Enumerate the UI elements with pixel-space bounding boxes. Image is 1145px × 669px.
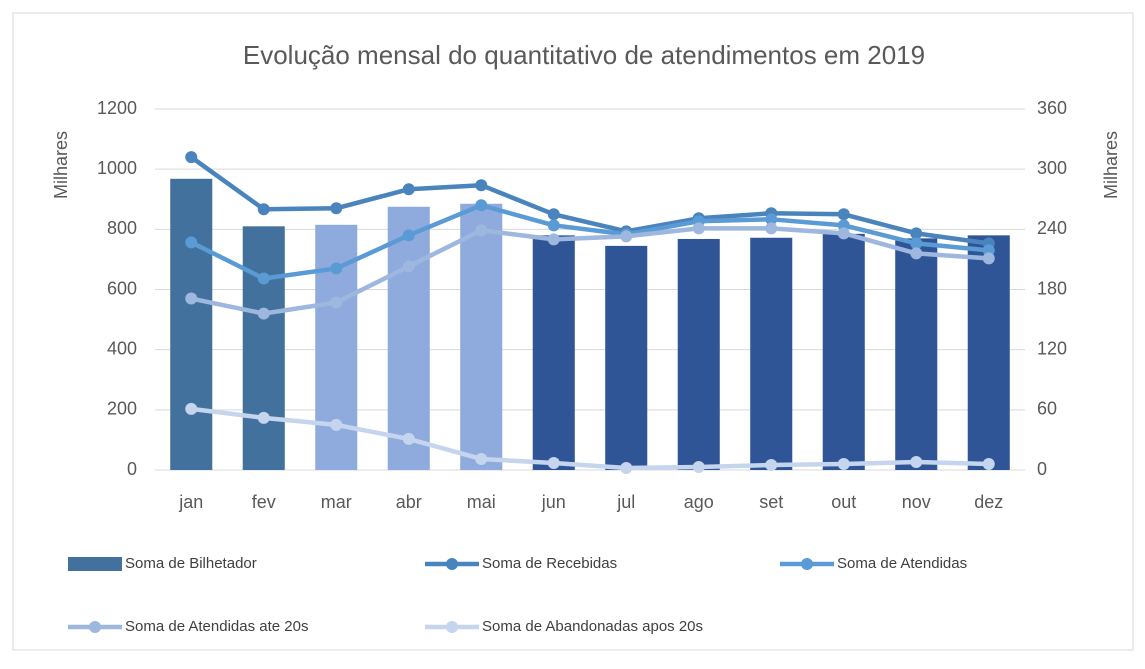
marker [547, 233, 560, 246]
x-tick-label: set [759, 492, 783, 512]
marker [185, 236, 198, 249]
marker [185, 292, 198, 305]
x-tick-label: mai [467, 492, 496, 512]
x-tick-label: jul [616, 492, 635, 512]
bar [170, 178, 213, 470]
legend-swatch [68, 557, 122, 571]
marker [330, 202, 343, 215]
x-tick-label: jun [541, 492, 566, 512]
marker [402, 432, 415, 445]
legend-marker [89, 621, 101, 633]
legend-label: Soma de Atendidas [837, 555, 967, 572]
bar [387, 206, 430, 471]
marker [185, 402, 198, 415]
line [190, 203, 989, 281]
x-tick-label: fev [252, 492, 276, 512]
y-tick-label: 200 [107, 399, 137, 419]
marker [910, 227, 923, 240]
marker [330, 296, 343, 309]
bar [822, 233, 865, 470]
marker [330, 262, 343, 275]
line [190, 226, 989, 316]
legend-label: Soma de Abandonadas apos 20s [482, 618, 703, 635]
marker [547, 219, 560, 232]
marker [257, 203, 270, 216]
marker [402, 229, 415, 242]
y2-tick-label: 300 [1037, 158, 1067, 178]
marker [620, 461, 633, 474]
y-tick-label: 0 [127, 459, 137, 479]
y2-axis-title: Milhares [1101, 131, 1121, 199]
marker [475, 224, 488, 237]
marker [330, 418, 343, 431]
x-tick-label: out [831, 492, 856, 512]
marker [402, 260, 415, 273]
x-tick-label: abr [396, 492, 422, 512]
legend-marker [446, 621, 458, 633]
marker [910, 237, 923, 250]
bar [605, 245, 648, 470]
marker [982, 252, 995, 265]
y-tick-label: 600 [107, 278, 137, 298]
y2-tick-label: 180 [1037, 278, 1067, 298]
bar [967, 235, 1010, 470]
y2-tick-label: 120 [1037, 338, 1067, 358]
marker [257, 411, 270, 424]
marker [475, 199, 488, 212]
marker [765, 213, 778, 226]
bar [895, 238, 938, 470]
y-axis-title: Milhares [51, 131, 71, 199]
legend-marker [446, 558, 458, 570]
bar [460, 203, 503, 470]
marker [837, 457, 850, 470]
marker [257, 307, 270, 320]
marker [692, 460, 705, 473]
marker [837, 227, 850, 240]
y-tick-label: 400 [107, 338, 137, 358]
marker [910, 247, 923, 260]
marker [765, 222, 778, 235]
marker [765, 458, 778, 471]
line [190, 406, 989, 471]
marker [837, 208, 850, 221]
x-tick-label: mar [321, 492, 352, 512]
marker [692, 222, 705, 235]
chart-title: Evolução mensal do quantitativo de atend… [243, 40, 925, 70]
marker [982, 457, 995, 470]
bar [242, 226, 285, 470]
y2-tick-label: 360 [1037, 98, 1067, 118]
marker [620, 230, 633, 243]
marker [547, 456, 560, 469]
legend-marker [801, 558, 813, 570]
bar [532, 235, 575, 470]
y2-tick-label: 60 [1037, 399, 1057, 419]
line [189, 155, 990, 246]
x-tick-label: nov [902, 492, 931, 512]
marker [475, 179, 488, 192]
marker [910, 455, 923, 468]
y-tick-label: 1000 [97, 158, 137, 178]
legend-label: Soma de Bilhetador [125, 555, 257, 572]
legend-label: Soma de Atendidas ate 20s [125, 618, 308, 635]
y2-tick-label: 240 [1037, 218, 1067, 238]
x-tick-label: ago [684, 492, 714, 512]
marker [257, 272, 270, 285]
legend-label: Soma de Recebidas [482, 555, 617, 572]
marker [185, 151, 198, 164]
x-tick-label: dez [974, 492, 1003, 512]
marker [547, 208, 560, 221]
marker [402, 183, 415, 196]
bar [750, 237, 793, 470]
y-tick-label: 800 [107, 218, 137, 238]
bar [677, 238, 720, 470]
marker [475, 452, 488, 465]
y-tick-label: 1200 [97, 98, 137, 118]
x-tick-label: jan [178, 492, 203, 512]
y2-tick-label: 0 [1037, 459, 1047, 479]
